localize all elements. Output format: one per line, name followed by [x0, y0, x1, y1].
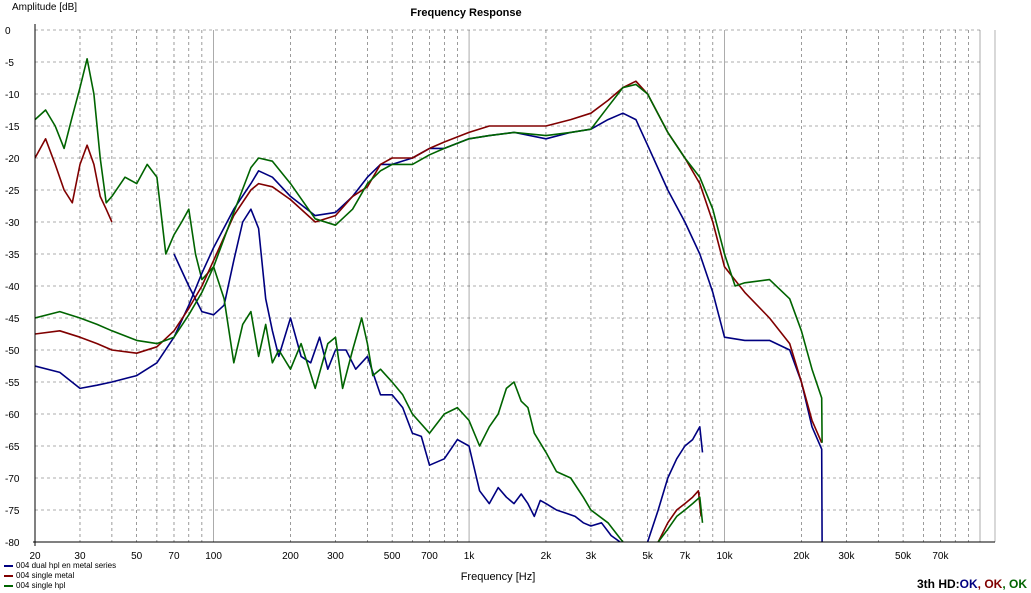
status-ok: OK — [959, 577, 978, 591]
x-axis-label: Frequency [Hz] — [461, 571, 536, 583]
legend-label: 004 single hpl — [16, 581, 66, 590]
x-tick-label: 70 — [168, 551, 180, 562]
legend-label: 004 dual hpl en metal series — [16, 561, 117, 570]
chart-curves — [35, 58, 823, 542]
legend-item: 004 single hpl — [4, 581, 116, 591]
y-tick-label: -70 — [5, 474, 20, 485]
x-tick-label: 5k — [642, 551, 654, 562]
x-tick-label: 10k — [716, 551, 733, 562]
response-curve — [35, 80, 823, 444]
distortion-status: 3th HD:OK, OK, OK — [917, 577, 1027, 591]
legend-item: 004 single metal — [4, 571, 116, 581]
x-tick-label: 7k — [680, 551, 692, 562]
status-items: OK, OK, OK — [960, 577, 1027, 591]
legend-label: 004 single metal — [16, 571, 75, 580]
x-tick-label: 100 — [205, 551, 222, 562]
y-tick-label: -55 — [5, 378, 20, 389]
x-tick-label: 50 — [131, 551, 143, 562]
x-tick-label: 20 — [29, 551, 41, 562]
chart-grid — [34, 29, 981, 543]
harmonic-curve — [173, 208, 621, 542]
status-prefix: 3th HD: — [916, 577, 960, 591]
legend-swatch — [4, 565, 13, 567]
x-tick-label: 30k — [838, 551, 855, 562]
harmonic-curve — [657, 496, 704, 542]
status-separator: , — [977, 577, 985, 591]
y-tick-label: -25 — [5, 186, 20, 197]
x-tick-label: 200 — [282, 551, 299, 562]
harmonic-curve — [657, 490, 702, 542]
y-tick-label: -10 — [5, 90, 20, 101]
legend-swatch — [4, 585, 13, 587]
x-tick-label: 3k — [586, 551, 598, 562]
x-tick-label: 500 — [384, 551, 401, 562]
legend-item: 004 dual hpl en metal series — [4, 561, 116, 571]
y-axis-label: Amplitude [dB] — [12, 2, 77, 13]
chart-legend: 004 dual hpl en metal series 004 single m… — [4, 561, 116, 591]
y-tick-label: -80 — [5, 538, 20, 549]
chart-labels: 0 -5 -10 -15 -20 -25 -30 -35 -40 -45 -50 -55 -60 -65 -… — [5, 2, 949, 583]
y-tick-label: -30 — [5, 218, 20, 229]
status-ok: OK — [1009, 577, 1027, 591]
y-tick-label: -75 — [5, 506, 20, 517]
y-tick-label: -60 — [5, 410, 20, 421]
harmonic-curve — [646, 426, 704, 542]
legend-swatch — [4, 575, 13, 577]
x-tick-label: 2k — [541, 551, 553, 562]
response-curve — [35, 83, 823, 443]
x-tick-label: 50k — [895, 551, 912, 562]
y-tick-label: -45 — [5, 314, 20, 325]
y-tick-label: -35 — [5, 250, 20, 261]
x-tick-label: 300 — [327, 551, 344, 562]
y-tick-label: 0 — [5, 26, 11, 37]
chart-title: Frequency Response — [410, 7, 521, 19]
x-tick-label: 70k — [932, 551, 949, 562]
x-tick-label: 700 — [421, 551, 438, 562]
y-tick-label: -65 — [5, 442, 20, 453]
response-curve — [35, 112, 823, 542]
y-tick-label: -50 — [5, 346, 20, 357]
x-tick-label: 30 — [74, 551, 86, 562]
x-tick-label: 1k — [464, 551, 476, 562]
y-tick-label: -40 — [5, 282, 20, 293]
y-tick-label: -5 — [5, 58, 14, 69]
status-ok: OK — [984, 577, 1003, 591]
harmonic-curve — [35, 138, 113, 223]
x-tick-label: 20k — [793, 551, 810, 562]
harmonic-curve — [35, 58, 624, 542]
y-tick-label: -20 — [5, 154, 20, 165]
chart-axes — [33, 24, 996, 546]
y-tick-label: -15 — [5, 122, 20, 133]
status-separator: , — [1002, 577, 1009, 591]
